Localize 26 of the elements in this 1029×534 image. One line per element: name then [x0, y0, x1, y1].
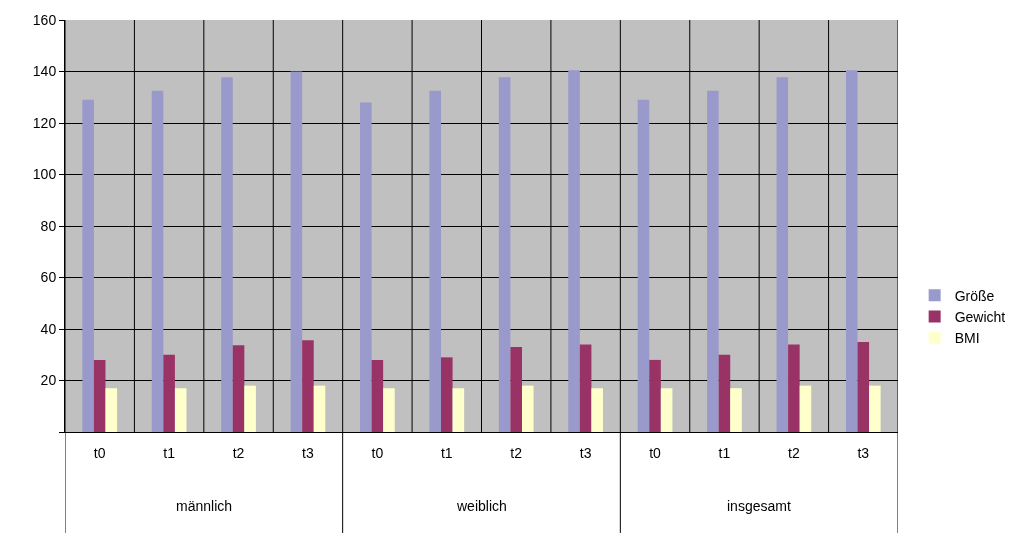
x-tick-label: t1: [163, 444, 176, 461]
y-tick-label: 120: [32, 114, 57, 131]
x-tick-label: t3: [579, 444, 592, 461]
y-tick-label: 80: [40, 217, 57, 234]
y-tick-label: 60: [40, 269, 57, 286]
legend-label: Größe: [954, 287, 995, 304]
x-tick-label: t2: [232, 444, 245, 461]
y-tick-label: 40: [40, 320, 57, 337]
x-tick-label: t1: [440, 444, 453, 461]
x-tick-label: t0: [649, 444, 662, 461]
text: weiblich: [456, 498, 507, 514]
text: männlich: [176, 498, 233, 514]
x-tick-label: t3: [857, 444, 870, 461]
text: insgesamt: [727, 498, 791, 514]
x-tick-label: t3: [302, 444, 315, 461]
legend-label: BMI: [954, 330, 980, 347]
x-tick-label: t2: [510, 444, 523, 461]
legend-label: Gewicht: [954, 308, 1006, 325]
x-tick-label: t0: [93, 444, 106, 461]
y-tick-label: 100: [32, 166, 57, 183]
y-tick-label: 20: [40, 372, 57, 389]
x-tick-label: t2: [788, 444, 800, 461]
y-tick-label: 160: [32, 11, 57, 28]
x-tick-label: t0: [371, 444, 384, 461]
y-tick-label: 140: [32, 63, 57, 80]
x-tick-label: t1: [718, 444, 731, 461]
